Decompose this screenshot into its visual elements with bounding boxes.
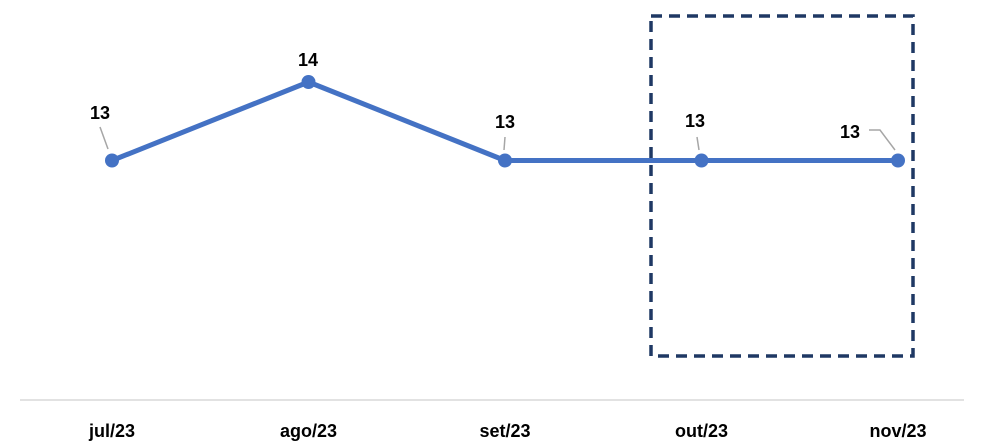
data-label-ago-23: 14 [298,50,318,70]
data-point-set-23 [498,153,512,168]
data-point-jul-23 [105,153,119,168]
x-tick-label-ago-23: ago/23 [280,421,337,441]
data-point-nov-23 [891,153,905,168]
leader-line-set-23 [503,136,506,151]
data-label-set-23: 13 [495,112,515,132]
leader-line-nov-23 [869,129,896,151]
highlight-box [649,14,915,358]
leader-line-jul-23 [99,126,109,150]
data-label-nov-23: 13 [840,122,860,142]
data-label-out-23: 13 [685,111,705,131]
data-point-ago-23 [301,75,316,89]
x-tick-label-jul-23: jul/23 [88,421,135,441]
x-tick-label-set-23: set/23 [479,421,530,441]
leader-line-out-23 [696,136,700,151]
x-tick-label-out-23: out/23 [675,421,728,441]
data-point-out-23 [694,153,709,168]
data-label-jul-23: 13 [90,103,110,123]
x-tick-label-nov-23: nov/23 [869,421,926,441]
